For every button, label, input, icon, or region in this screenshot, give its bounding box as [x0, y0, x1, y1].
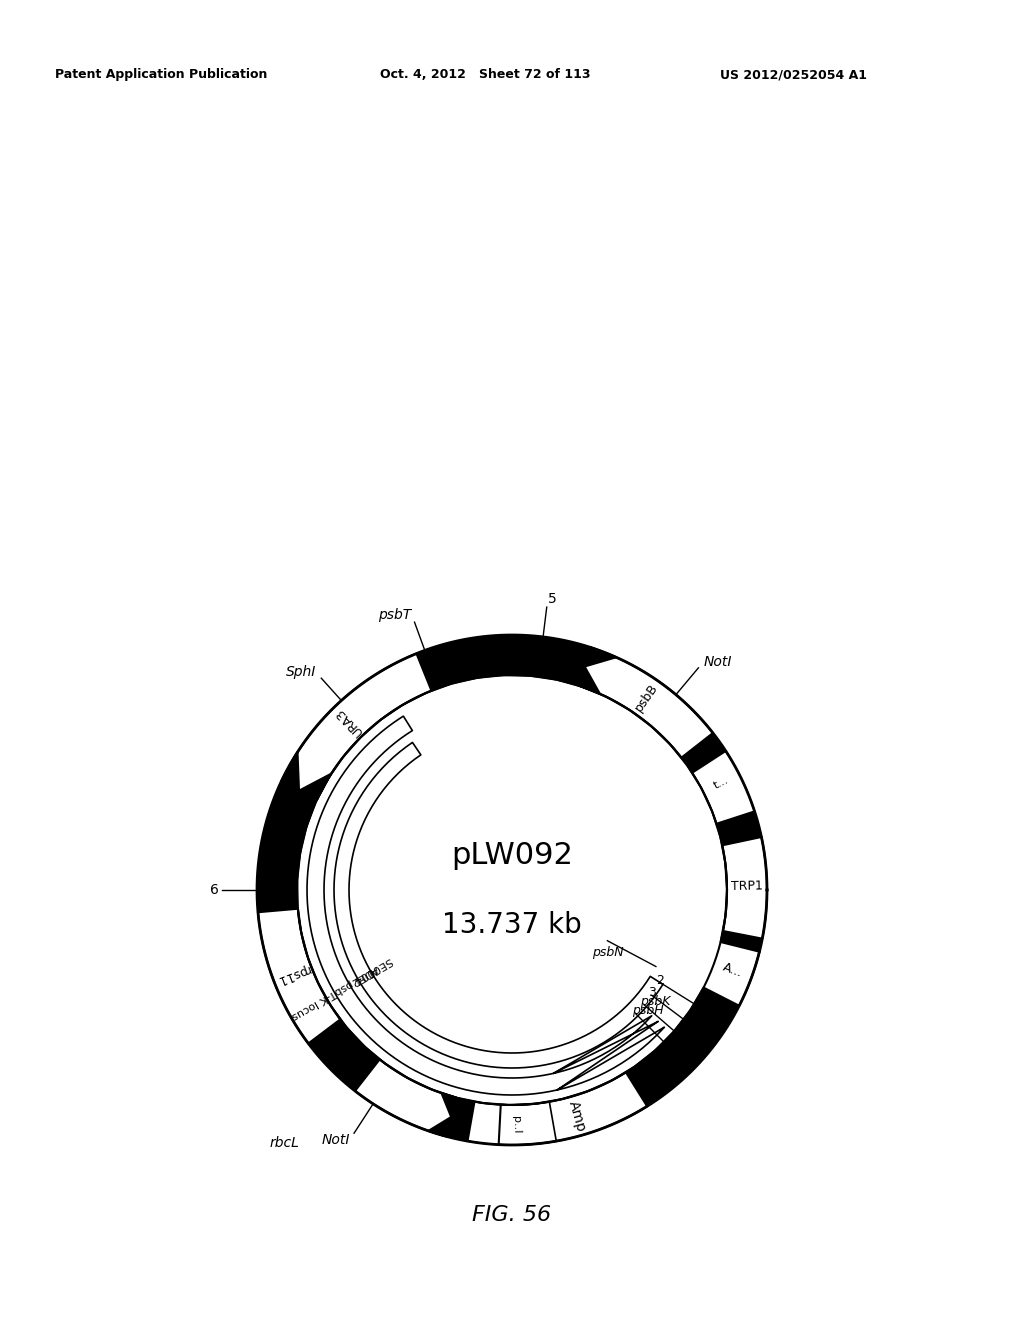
Text: SphI: SphI: [286, 665, 316, 680]
Polygon shape: [307, 702, 700, 1096]
Text: NotI: NotI: [703, 655, 732, 669]
Text: URA3: URA3: [333, 705, 366, 738]
Text: psbH: psbH: [632, 1003, 664, 1016]
Text: 5: 5: [548, 593, 556, 606]
Polygon shape: [468, 1102, 556, 1144]
Text: A...: A...: [721, 961, 744, 979]
Text: NotI: NotI: [322, 1133, 350, 1147]
Text: psbK: psbK: [640, 995, 671, 1008]
Polygon shape: [334, 742, 663, 1068]
Polygon shape: [692, 751, 755, 824]
Text: 2: 2: [656, 974, 664, 986]
Polygon shape: [257, 635, 767, 1144]
Polygon shape: [297, 675, 727, 1105]
Text: TRP1: TRP1: [731, 879, 763, 892]
Text: rbcL: rbcL: [270, 1135, 300, 1150]
Text: rps11: rps11: [273, 962, 311, 986]
Text: 13.737 kb: 13.737 kb: [442, 911, 582, 939]
Text: Patent Application Publication: Patent Application Publication: [55, 69, 267, 81]
Polygon shape: [281, 653, 431, 799]
Polygon shape: [297, 675, 760, 1105]
Text: ADE2: ADE2: [349, 964, 380, 987]
Polygon shape: [499, 1072, 647, 1144]
Polygon shape: [722, 837, 767, 939]
Text: psbT: psbT: [379, 607, 412, 622]
Text: t...: t...: [713, 775, 730, 791]
Text: Oct. 4, 2012   Sheet 72 of 113: Oct. 4, 2012 Sheet 72 of 113: [380, 69, 591, 81]
Polygon shape: [258, 908, 340, 1044]
Text: psbN: psbN: [592, 945, 624, 958]
Text: 3: 3: [648, 986, 655, 999]
Polygon shape: [579, 648, 713, 758]
Polygon shape: [307, 717, 665, 1096]
Polygon shape: [334, 727, 675, 1068]
Text: pLW092: pLW092: [451, 841, 573, 870]
Polygon shape: [355, 1060, 457, 1137]
Text: FIG. 56: FIG. 56: [472, 1205, 552, 1225]
Text: psbB: psbB: [633, 681, 660, 714]
Text: p..I: p..I: [511, 1117, 521, 1134]
Text: SE0004 psbT-K locus: SE0004 psbT-K locus: [290, 956, 394, 1022]
Text: 6: 6: [210, 883, 218, 898]
Text: US 2012/0252054 A1: US 2012/0252054 A1: [720, 69, 867, 81]
Text: Amp: Amp: [565, 1098, 588, 1133]
